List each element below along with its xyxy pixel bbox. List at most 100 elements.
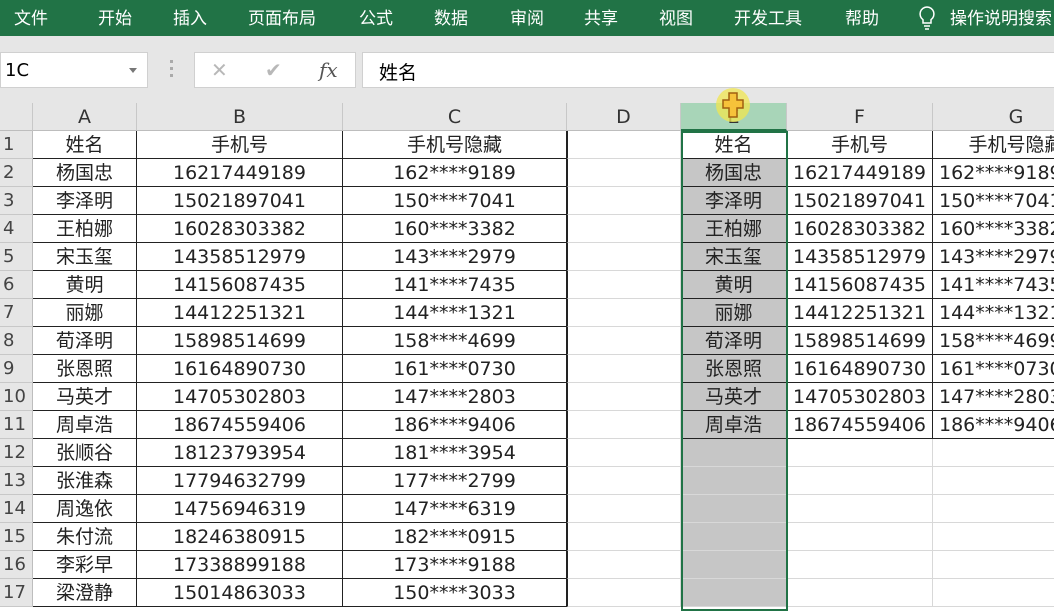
cell[interactable]: 186****9406 [933, 411, 1054, 439]
column-header-a[interactable]: A [33, 103, 137, 131]
name-box[interactable]: 1C [0, 52, 148, 88]
cell[interactable]: 144****1321 [933, 299, 1054, 327]
cell[interactable]: 黄明 [681, 271, 787, 299]
cell[interactable]: 147****2803 [933, 383, 1054, 411]
chevron-down-icon[interactable] [129, 68, 137, 73]
cell[interactable]: 杨国忠 [681, 159, 787, 187]
cell[interactable] [787, 467, 933, 495]
cell[interactable]: 宋玉玺 [33, 243, 137, 271]
ribbon-tab[interactable]: 共享 [584, 9, 618, 29]
cell[interactable]: 144****1321 [343, 299, 567, 327]
cell[interactable]: 177****2799 [343, 467, 567, 495]
row-header[interactable]: 6 [0, 271, 33, 299]
cell[interactable] [567, 215, 681, 243]
cell[interactable]: 143****2979 [343, 243, 567, 271]
cell[interactable] [567, 187, 681, 215]
ribbon-tab[interactable]: 帮助 [845, 9, 879, 29]
cell[interactable]: 张顺谷 [33, 439, 137, 467]
cell[interactable]: 手机号 [787, 131, 933, 159]
ribbon-tab[interactable]: 公式 [359, 9, 393, 29]
cell[interactable]: 李泽明 [681, 187, 787, 215]
cell[interactable]: 17338899188 [137, 551, 343, 579]
cell[interactable] [567, 159, 681, 187]
cell[interactable]: 李彩早 [33, 551, 137, 579]
cell[interactable]: 李泽明 [33, 187, 137, 215]
ribbon-tab[interactable]: 开发工具 [734, 9, 802, 29]
cell[interactable] [567, 299, 681, 327]
cell[interactable] [933, 439, 1054, 467]
column-header-g[interactable]: G [933, 103, 1054, 131]
cell[interactable]: 张淮森 [33, 467, 137, 495]
cell[interactable] [567, 383, 681, 411]
ribbon-tab[interactable]: 审阅 [510, 9, 544, 29]
row-header[interactable]: 12 [0, 439, 33, 467]
cell[interactable]: 141****7435 [343, 271, 567, 299]
cell[interactable] [681, 439, 787, 467]
cell[interactable] [933, 467, 1054, 495]
row-header[interactable]: 5 [0, 243, 33, 271]
cell[interactable]: 15021897041 [787, 187, 933, 215]
cell[interactable]: 16217449189 [787, 159, 933, 187]
cell[interactable] [787, 439, 933, 467]
cell[interactable]: 18674559406 [137, 411, 343, 439]
column-header-d[interactable]: D [567, 103, 681, 131]
row-header[interactable]: 8 [0, 327, 33, 355]
cell[interactable]: 15898514699 [787, 327, 933, 355]
cell[interactable]: 18123793954 [137, 439, 343, 467]
row-header[interactable]: 7 [0, 299, 33, 327]
cell[interactable]: 150****3033 [343, 579, 567, 607]
ribbon-tab[interactable]: 数据 [434, 9, 468, 29]
cell[interactable] [787, 579, 933, 607]
cell[interactable]: 朱付流 [33, 523, 137, 551]
cell[interactable] [567, 439, 681, 467]
cell[interactable]: 181****3954 [343, 439, 567, 467]
cell[interactable]: 15021897041 [137, 187, 343, 215]
row-header[interactable]: 16 [0, 551, 33, 579]
cell[interactable]: 姓名 [681, 131, 787, 159]
row-header[interactable]: 11 [0, 411, 33, 439]
cell[interactable]: 王柏娜 [33, 215, 137, 243]
cell[interactable]: 14358512979 [787, 243, 933, 271]
cell[interactable]: 186****9406 [343, 411, 567, 439]
cell[interactable]: 158****4699 [933, 327, 1054, 355]
cell[interactable] [787, 523, 933, 551]
cell[interactable] [933, 495, 1054, 523]
cell[interactable]: 荀泽明 [681, 327, 787, 355]
cell[interactable]: 14705302803 [787, 383, 933, 411]
row-header[interactable]: 2 [0, 159, 33, 187]
cell[interactable]: 160****3382 [933, 215, 1054, 243]
cell[interactable] [933, 579, 1054, 607]
tell-me-search[interactable]: 操作说明搜索 [950, 9, 1052, 29]
column-header-c[interactable]: C [343, 103, 567, 131]
cell[interactable] [681, 523, 787, 551]
cell[interactable]: 14156087435 [787, 271, 933, 299]
cell[interactable]: 16164890730 [137, 355, 343, 383]
cell[interactable]: 16164890730 [787, 355, 933, 383]
cell[interactable]: 宋玉玺 [681, 243, 787, 271]
cell[interactable]: 周卓浩 [33, 411, 137, 439]
cell[interactable]: 182****0915 [343, 523, 567, 551]
cell[interactable] [567, 271, 681, 299]
cell[interactable] [681, 579, 787, 607]
cell[interactable]: 14156087435 [137, 271, 343, 299]
cell[interactable] [567, 411, 681, 439]
cell[interactable] [567, 551, 681, 579]
cell[interactable]: 173****9188 [343, 551, 567, 579]
cell[interactable]: 14705302803 [137, 383, 343, 411]
cell[interactable]: 141****7435 [933, 271, 1054, 299]
drag-handle-icon[interactable] [170, 60, 173, 80]
cell[interactable]: 14358512979 [137, 243, 343, 271]
ribbon-tab[interactable]: 插入 [173, 9, 207, 29]
cell[interactable]: 14756946319 [137, 495, 343, 523]
cell[interactable] [681, 551, 787, 579]
row-header[interactable]: 13 [0, 467, 33, 495]
cell[interactable]: 18246380915 [137, 523, 343, 551]
cell[interactable]: 张恩照 [681, 355, 787, 383]
cell[interactable]: 16028303382 [137, 215, 343, 243]
cell[interactable]: 周逸依 [33, 495, 137, 523]
cell[interactable]: 14412251321 [137, 299, 343, 327]
cell[interactable]: 15014863033 [137, 579, 343, 607]
cell[interactable] [787, 551, 933, 579]
cell[interactable]: 丽娜 [681, 299, 787, 327]
cell[interactable]: 162****9189 [343, 159, 567, 187]
